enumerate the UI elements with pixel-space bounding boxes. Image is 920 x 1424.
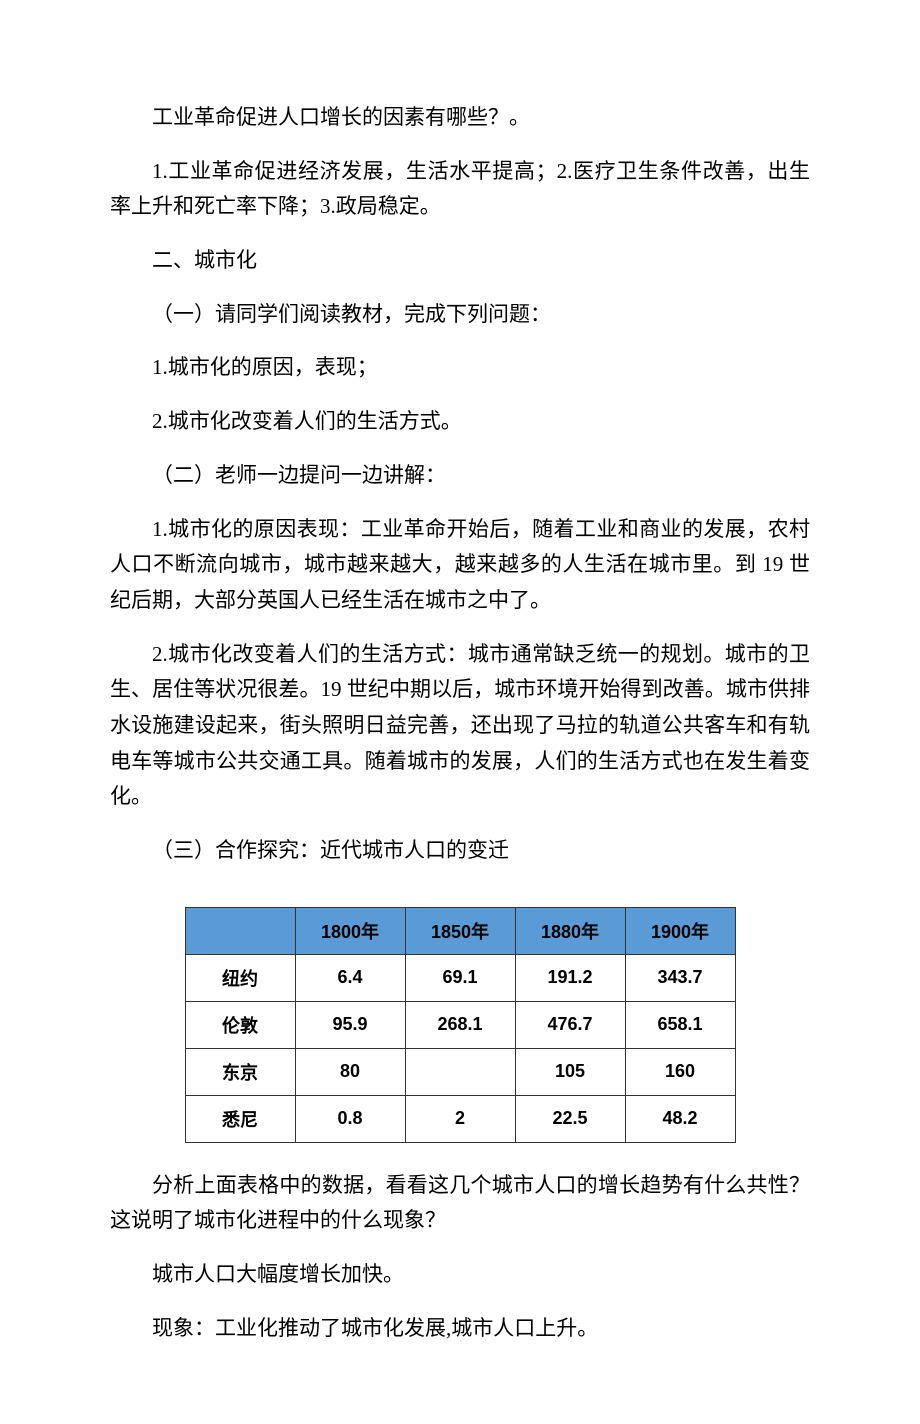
table-city-cell: 纽约	[185, 954, 295, 1001]
table-data-cell: 22.5	[515, 1095, 625, 1142]
table-data-cell: 343.7	[625, 954, 735, 1001]
table-data-cell: 268.1	[405, 1001, 515, 1048]
paragraph-question: 工业革命促进人口增长的因素有哪些？。	[110, 100, 810, 136]
table-wrapper: 1800年 1850年 1880年 1900年 纽约 6.4 69.1 191.…	[110, 887, 810, 1168]
subsection-2: （二）老师一边提问一边讲解：	[110, 458, 810, 494]
table-row: 悉尼 0.8 2 22.5 48.2	[185, 1095, 735, 1142]
table-data-cell: 191.2	[515, 954, 625, 1001]
table-header-row: 1800年 1850年 1880年 1900年	[185, 907, 735, 954]
table-city-cell: 伦敦	[185, 1001, 295, 1048]
table-data-cell: 6.4	[295, 954, 405, 1001]
table-header-empty	[185, 907, 295, 954]
table-data-cell: 95.9	[295, 1001, 405, 1048]
section-heading-urbanization: 二、城市化	[110, 243, 810, 279]
table-city-cell: 悉尼	[185, 1095, 295, 1142]
table-header-year: 1900年	[625, 907, 735, 954]
population-table: 1800年 1850年 1880年 1900年 纽约 6.4 69.1 191.…	[185, 907, 736, 1143]
table-data-cell	[405, 1048, 515, 1095]
explanation-2: 2.城市化改变着人们的生活方式：城市通常缺乏统一的规划。城市的卫生、居住等状况很…	[110, 637, 810, 815]
explanation-1: 1.城市化的原因表现：工业革命开始后，随着工业和商业的发展，农村人口不断流向城市…	[110, 512, 810, 619]
subsection-3: （三）合作探究：近代城市人口的变迁	[110, 833, 810, 869]
table-data-cell: 160	[625, 1048, 735, 1095]
table-header-year: 1850年	[405, 907, 515, 954]
table-data-cell: 658.1	[625, 1001, 735, 1048]
table-data-cell: 69.1	[405, 954, 515, 1001]
analysis-answer-1: 城市人口大幅度增长加快。	[110, 1257, 810, 1293]
table-row: 东京 80 105 160	[185, 1048, 735, 1095]
table-data-cell: 105	[515, 1048, 625, 1095]
paragraph-answer-factors: 1.工业革命促进经济发展，生活水平提高；2.医疗卫生条件改善，出生率上升和死亡率…	[110, 154, 810, 225]
table-data-cell: 476.7	[515, 1001, 625, 1048]
table-data-cell: 2	[405, 1095, 515, 1142]
subsection-1: （一）请同学们阅读教材，完成下列问题：	[110, 297, 810, 333]
item-2: 2.城市化改变着人们的生活方式。	[110, 404, 810, 440]
table-row: 伦敦 95.9 268.1 476.7 658.1	[185, 1001, 735, 1048]
table-header-year: 1800年	[295, 907, 405, 954]
table-header-year: 1880年	[515, 907, 625, 954]
analysis-question: 分析上面表格中的数据，看看这几个城市人口的增长趋势有什么共性？这说明了城市化进程…	[110, 1168, 810, 1239]
table-row: 纽约 6.4 69.1 191.2 343.7	[185, 954, 735, 1001]
table-city-cell: 东京	[185, 1048, 295, 1095]
item-1: 1.城市化的原因，表现；	[110, 350, 810, 386]
table-data-cell: 48.2	[625, 1095, 735, 1142]
analysis-answer-2: 现象：工业化推动了城市化发展,城市人口上升。	[110, 1311, 810, 1347]
table-data-cell: 0.8	[295, 1095, 405, 1142]
table-data-cell: 80	[295, 1048, 405, 1095]
